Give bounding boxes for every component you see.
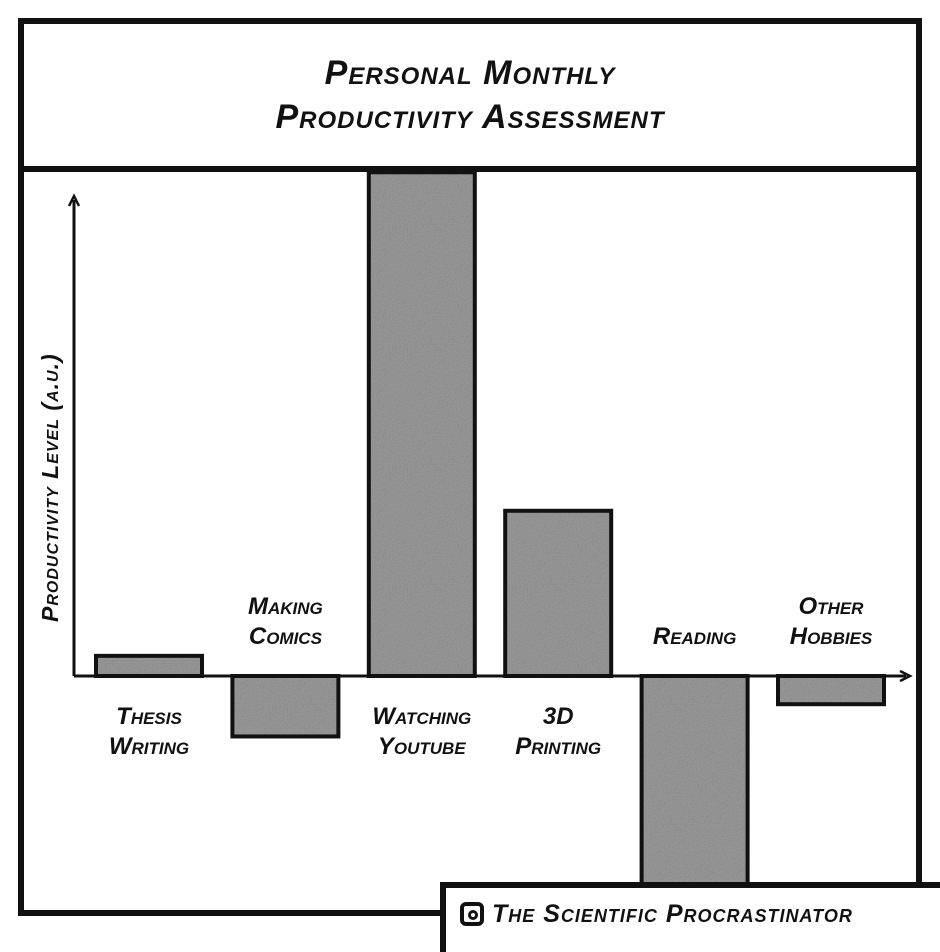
category-label-3: 3D Printing (515, 703, 601, 760)
chart-title-line-1: Personal Monthly (324, 54, 616, 92)
bar-3 (503, 508, 614, 678)
chart-title-line-2: Productivity Assessment (275, 98, 665, 136)
category-label-3-line-1: Printing (515, 733, 601, 760)
category-label-2: Watching Youtube (372, 703, 471, 760)
category-label-2-line-0: Watching (372, 703, 471, 730)
credit-box: The Scientific Procrastinator (440, 882, 940, 952)
category-label-3-line-0: 3D (543, 703, 574, 730)
category-label-2-line-1: Youtube (378, 733, 466, 760)
bar-1 (230, 674, 341, 739)
category-label-1: Making Comics (248, 593, 323, 650)
category-label-5-line-1: Hobbies (790, 623, 873, 650)
category-label-0-line-0: Thesis (116, 703, 182, 730)
bar-5 (776, 674, 886, 707)
category-label-0: Thesis Writing (109, 703, 189, 760)
category-label-0-line-1: Writing (109, 733, 189, 760)
instagram-icon (460, 902, 484, 926)
category-label-1-line-0: Making (248, 593, 323, 620)
category-label-4-line-0: Reading (653, 623, 736, 650)
category-label-5: Other Hobbies (790, 593, 873, 650)
y-axis-title: Productivity Level (a.u.) (37, 353, 63, 622)
bar-4 (639, 674, 750, 892)
chart-title-box: Personal Monthly Productivity Assessment (18, 18, 922, 172)
category-label-1-line-1: Comics (249, 623, 323, 650)
bar-2 (366, 170, 477, 678)
category-label-4: Reading (653, 623, 736, 650)
category-label-5-line-0: Other (799, 593, 865, 620)
bar-0 (94, 653, 204, 678)
credit-text: The Scientific Procrastinator (492, 900, 853, 928)
